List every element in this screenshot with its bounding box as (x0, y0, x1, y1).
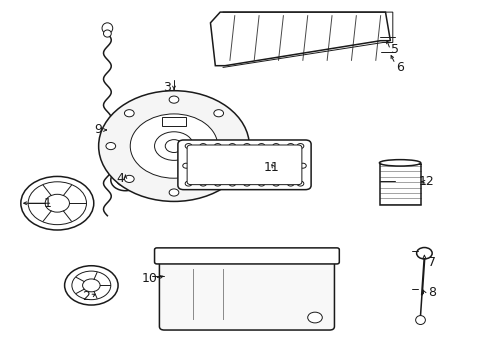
Circle shape (307, 312, 322, 323)
Text: 7: 7 (427, 256, 435, 269)
Circle shape (169, 96, 179, 103)
Text: 2: 2 (82, 289, 90, 303)
Circle shape (28, 182, 86, 225)
Polygon shape (210, 12, 389, 66)
Circle shape (165, 140, 183, 153)
Text: 1: 1 (43, 197, 51, 210)
Text: 9: 9 (95, 123, 102, 136)
Circle shape (232, 143, 242, 150)
Circle shape (272, 181, 279, 186)
Circle shape (45, 194, 69, 212)
Ellipse shape (379, 159, 420, 166)
Circle shape (64, 266, 118, 305)
Circle shape (258, 181, 264, 186)
Circle shape (214, 181, 221, 186)
Text: 12: 12 (418, 175, 434, 188)
Circle shape (287, 144, 293, 149)
Circle shape (21, 176, 94, 230)
Text: 11: 11 (263, 161, 279, 174)
Circle shape (169, 189, 179, 196)
Text: 6: 6 (395, 61, 403, 74)
Circle shape (200, 144, 206, 149)
Circle shape (228, 181, 235, 186)
Circle shape (243, 144, 250, 149)
FancyBboxPatch shape (162, 117, 186, 126)
Circle shape (265, 250, 270, 254)
Text: 4: 4 (116, 172, 124, 185)
Circle shape (99, 91, 249, 202)
Ellipse shape (103, 30, 111, 37)
Circle shape (124, 110, 134, 117)
Circle shape (258, 144, 264, 149)
Circle shape (111, 169, 140, 191)
Circle shape (201, 250, 207, 254)
Circle shape (328, 250, 334, 254)
Circle shape (106, 143, 116, 150)
Circle shape (307, 250, 313, 254)
Circle shape (286, 250, 292, 254)
Text: 8: 8 (427, 286, 435, 299)
FancyBboxPatch shape (154, 248, 339, 264)
Circle shape (296, 144, 303, 149)
Text: 5: 5 (390, 43, 398, 56)
Circle shape (82, 279, 100, 292)
Circle shape (124, 175, 134, 183)
Circle shape (185, 181, 192, 186)
Circle shape (183, 163, 189, 168)
Circle shape (272, 144, 279, 149)
Text: 3: 3 (163, 81, 170, 94)
Circle shape (116, 174, 134, 186)
FancyBboxPatch shape (379, 164, 420, 205)
Ellipse shape (102, 23, 113, 33)
FancyBboxPatch shape (159, 251, 334, 330)
Circle shape (213, 110, 223, 117)
Circle shape (180, 250, 185, 254)
Ellipse shape (415, 316, 425, 324)
Circle shape (213, 175, 223, 183)
FancyBboxPatch shape (178, 140, 310, 190)
Circle shape (287, 181, 293, 186)
Circle shape (214, 144, 221, 149)
Circle shape (223, 250, 228, 254)
Circle shape (416, 248, 431, 259)
Circle shape (244, 250, 249, 254)
FancyBboxPatch shape (187, 145, 301, 185)
Circle shape (243, 181, 250, 186)
Circle shape (296, 181, 303, 186)
Circle shape (299, 163, 305, 168)
Text: 10: 10 (142, 272, 157, 285)
Circle shape (228, 144, 235, 149)
Circle shape (154, 132, 193, 160)
Circle shape (130, 114, 217, 178)
Circle shape (72, 271, 111, 300)
Circle shape (159, 250, 164, 254)
Circle shape (200, 181, 206, 186)
Circle shape (185, 144, 192, 149)
